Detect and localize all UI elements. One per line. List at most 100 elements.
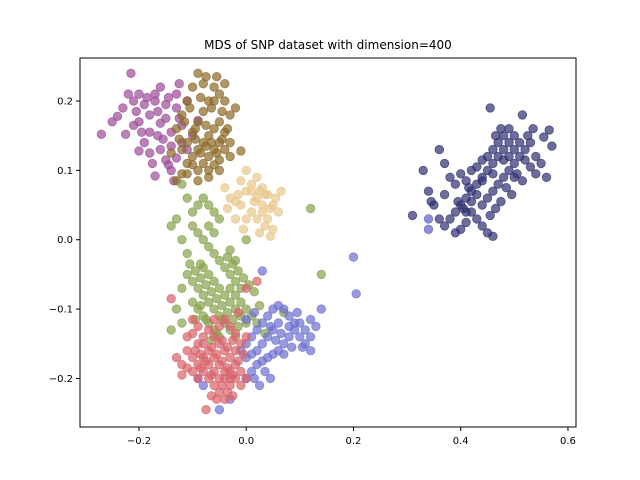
data-point — [348, 252, 359, 262]
data-point — [131, 106, 142, 117]
data-point — [230, 290, 241, 300]
data-point — [193, 228, 203, 238]
data-point — [504, 151, 514, 162]
series-3 — [166, 179, 327, 346]
x-tick-label: 0.4 — [453, 436, 469, 447]
data-point — [214, 405, 225, 415]
data-point — [220, 144, 230, 155]
data-point — [225, 269, 235, 280]
data-point — [498, 172, 509, 183]
data-point — [171, 304, 182, 314]
data-point — [252, 276, 262, 287]
data-point — [211, 294, 222, 304]
data-point — [423, 186, 434, 196]
data-point — [241, 283, 251, 294]
data-point — [193, 283, 203, 294]
data-point — [509, 144, 520, 155]
data-point — [203, 241, 214, 252]
data-point — [230, 346, 241, 356]
data-point — [217, 106, 227, 117]
data-point — [284, 321, 294, 332]
data-point — [241, 165, 251, 176]
data-point — [222, 342, 233, 352]
data-point — [273, 300, 284, 311]
data-point — [134, 117, 144, 127]
data-point — [279, 349, 289, 359]
data-point — [201, 120, 211, 131]
data-point — [434, 144, 445, 155]
data-point — [517, 110, 528, 120]
data-point — [233, 189, 243, 200]
x-tick-label: −0.2 — [127, 436, 151, 447]
data-point — [544, 125, 554, 135]
data-point — [249, 373, 260, 384]
data-point — [482, 151, 493, 162]
data-point — [209, 123, 219, 134]
data-point — [488, 158, 498, 169]
data-point — [198, 193, 209, 203]
data-point — [225, 137, 235, 148]
data-point — [134, 146, 144, 156]
data-point — [182, 269, 192, 280]
data-point — [271, 193, 281, 203]
data-point — [547, 141, 557, 151]
data-point — [236, 339, 246, 349]
data-point — [182, 158, 192, 169]
data-point — [501, 182, 512, 193]
data-point — [220, 182, 230, 193]
data-point — [241, 304, 251, 314]
data-point — [190, 134, 201, 144]
data-point — [225, 283, 235, 294]
data-point — [445, 172, 455, 183]
data-point — [220, 314, 230, 325]
data-point — [195, 273, 206, 283]
data-point — [450, 179, 461, 189]
y-axis: −0.2 −0.1 0.0 0.1 0.2 — [49, 97, 80, 385]
data-point — [507, 189, 517, 200]
data-point — [214, 165, 225, 176]
data-point — [203, 151, 214, 162]
data-point — [504, 137, 514, 148]
data-point — [472, 189, 482, 200]
data-point — [531, 169, 541, 179]
data-point — [287, 342, 297, 352]
data-point — [217, 134, 227, 144]
data-point — [509, 130, 520, 141]
data-point — [128, 96, 139, 106]
data-point — [305, 203, 316, 214]
data-point — [217, 300, 227, 311]
data-point — [209, 228, 219, 238]
data-point — [238, 224, 249, 235]
data-point — [187, 276, 198, 287]
data-point — [120, 129, 131, 140]
data-point — [206, 287, 217, 297]
y-tick-label: 0.1 — [57, 166, 73, 177]
x-tick-label: 0.0 — [238, 436, 254, 447]
data-point — [214, 214, 225, 224]
data-point — [96, 129, 107, 140]
data-point — [509, 172, 520, 183]
data-point — [504, 165, 514, 176]
data-point — [236, 380, 246, 391]
data-point — [222, 123, 233, 134]
data-point — [203, 200, 214, 210]
data-point — [418, 165, 428, 176]
data-point — [439, 221, 450, 231]
data-point — [498, 144, 509, 155]
data-point — [211, 394, 222, 405]
data-point — [238, 349, 249, 359]
data-point — [179, 117, 190, 127]
data-point — [230, 255, 241, 266]
x-axis: −0.2 0.0 0.2 0.4 0.6 — [127, 427, 576, 447]
data-point — [187, 207, 198, 217]
data-point — [222, 203, 233, 214]
data-point — [198, 339, 209, 349]
data-point — [225, 110, 235, 120]
data-point — [311, 321, 321, 332]
data-point — [171, 352, 182, 363]
data-point — [209, 248, 219, 259]
data-point — [209, 82, 219, 92]
data-point — [112, 111, 123, 122]
data-point — [520, 155, 530, 165]
data-point — [541, 172, 552, 183]
